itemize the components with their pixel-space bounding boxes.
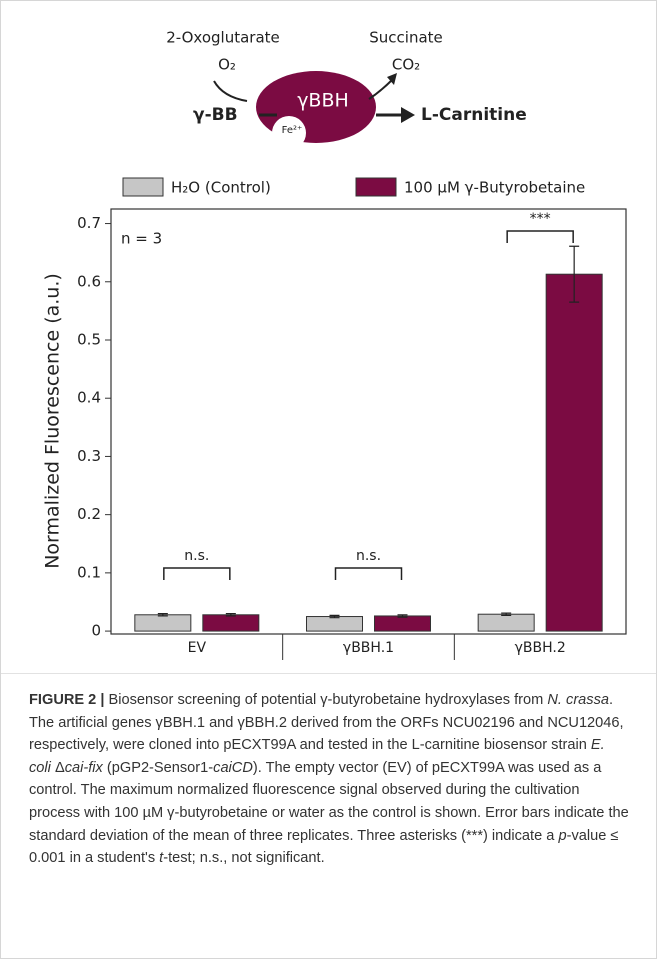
cofactor: Fe²⁺ (282, 125, 303, 136)
bar (478, 614, 534, 631)
product: L-Carnitine (421, 105, 527, 125)
x-tick-label: γBBH.2 (515, 640, 566, 656)
divider (1, 673, 656, 674)
x-tick-label: γBBH.1 (343, 640, 394, 656)
significance-label: n.s. (356, 548, 381, 564)
significance-bracket (164, 568, 230, 580)
oxygen: O₂ (218, 56, 236, 74)
caption-text: (pGP2-Sensor1- (103, 760, 213, 776)
y-tick-label: 0 (91, 622, 101, 640)
caption-text: cai-fix (65, 760, 103, 776)
enzyme: γBBH (297, 90, 349, 112)
caption-label: FIGURE 2 | (29, 692, 104, 708)
cosubstrate: 2-Oxoglutarate (166, 29, 280, 47)
significance-label: *** (530, 211, 551, 227)
chart: 2-Oxoglutarate O₂ Succinate CO₂ γBBH Fe²… (1, 1, 656, 671)
legend-swatch (356, 178, 396, 196)
y-tick-label: 0.1 (77, 563, 101, 581)
y-tick-label: 0.7 (77, 214, 101, 232)
legend-label: 100 µM γ-Butyrobetaine (404, 179, 585, 197)
significance-bracket (507, 231, 573, 243)
y-tick-label: 0.2 (77, 505, 101, 523)
significance-bracket (336, 568, 402, 580)
substrate: γ-BB (193, 105, 238, 125)
caption-text: -test; n.s., not significant. (163, 850, 324, 866)
bar (546, 274, 602, 631)
coproduct: Succinate (369, 29, 443, 47)
caption-text: Δ (51, 760, 65, 776)
caption-text: Biosensor screening of potential γ-butyr… (104, 692, 547, 708)
caption: FIGURE 2 | Biosensor screening of potent… (29, 689, 629, 870)
y-tick-label: 0.4 (77, 389, 101, 407)
bar (375, 616, 431, 631)
arrow-head (401, 107, 415, 123)
y-tick-label: 0.5 (77, 330, 101, 348)
co2: CO₂ (392, 56, 420, 74)
y-axis-label: Normalized Fluorescence (a.u.) (42, 273, 64, 569)
figure: 2-Oxoglutarate O₂ Succinate CO₂ γBBH Fe²… (0, 0, 657, 959)
significance-label: n.s. (184, 548, 209, 564)
cosubstrate-arrow (214, 81, 247, 101)
sample-size: n = 3 (121, 230, 162, 248)
bar (135, 615, 191, 631)
y-tick-label: 0.6 (77, 272, 101, 290)
caption-text: p (558, 828, 566, 844)
bar (307, 617, 363, 632)
x-tick-label: EV (188, 640, 207, 656)
caption-text: N. crassa (547, 692, 609, 708)
legend-label: H₂O (Control) (171, 179, 271, 197)
caption-text: caiCD (213, 760, 253, 776)
y-tick-label: 0.3 (77, 447, 101, 465)
coproduct-arrow (369, 79, 393, 99)
bar (203, 615, 259, 631)
legend-swatch (123, 178, 163, 196)
